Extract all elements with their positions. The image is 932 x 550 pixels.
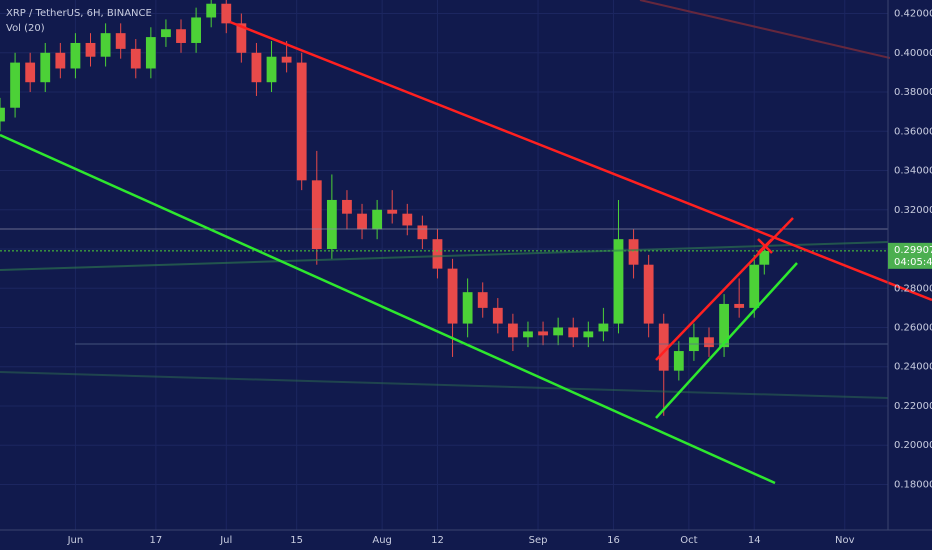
candle-body [387, 209, 398, 214]
candle-body [719, 303, 729, 348]
candle-body [10, 62, 20, 108]
candle-body [357, 213, 367, 230]
candle-body [266, 56, 277, 83]
candle-body [673, 351, 684, 371]
trend-line [0, 241, 889, 271]
candle-body [477, 292, 488, 308]
candle-body [759, 250, 770, 265]
candle-body [55, 52, 66, 69]
y-tick-label: 0.28000 [894, 283, 932, 294]
candle-body [447, 268, 458, 324]
candle-body [251, 52, 262, 83]
y-tick-label: 0.18000 [894, 479, 932, 490]
candle-body [462, 292, 473, 324]
cross-marker [757, 238, 773, 254]
channel-lower [655, 262, 798, 419]
candle-body [115, 33, 126, 49]
candle-body [221, 3, 232, 24]
y-tick-label: 0.24000 [894, 362, 932, 373]
candle-body [130, 48, 141, 69]
candle-body [372, 209, 383, 230]
chart-title: XRP / TetherUS, 6H, BINANCE [6, 8, 152, 19]
y-tick-label: 0.20000 [894, 440, 932, 451]
candle-body [643, 264, 654, 324]
candle-body [507, 323, 518, 338]
candle-body [538, 331, 548, 336]
last-price-label: 0.29907 [894, 245, 932, 256]
candle-body [326, 199, 337, 250]
candle-body [342, 199, 352, 214]
candle-body [0, 107, 5, 122]
y-tick-label: 0.26000 [894, 322, 932, 333]
candle-body [236, 23, 247, 53]
x-tick-label: Jul [219, 535, 232, 546]
trend-line [0, 371, 889, 399]
x-tick-label: Oct [680, 535, 697, 546]
candle-body [432, 239, 443, 269]
candle-body [206, 3, 217, 18]
candle-body [145, 37, 156, 69]
x-tick-label: Nov [835, 535, 855, 546]
candle-body [628, 239, 639, 265]
candle-body [40, 52, 51, 83]
candle-body [598, 323, 609, 332]
x-tick-label: 15 [290, 535, 303, 546]
candle-body [749, 264, 760, 308]
axes: 0.18000 0.20000 0.22000 0.24000 0.26000 0.280… [67, 9, 932, 546]
candle-body [658, 323, 669, 371]
candle-body [568, 327, 579, 338]
support-line [0, 133, 776, 485]
candle-body [734, 303, 745, 308]
candle-body [523, 331, 533, 338]
x-tick-label: Sep [529, 535, 548, 546]
y-tick-label: 0.34000 [894, 166, 932, 177]
candle-body [25, 62, 36, 83]
candle-body [492, 307, 503, 324]
candles [0, 0, 888, 416]
candle-body [311, 180, 322, 250]
candle-body [85, 42, 96, 57]
candle-body [70, 42, 81, 69]
candle-body [281, 56, 292, 63]
x-tick-label: 14 [748, 535, 761, 546]
y-tick-label: 0.36000 [894, 126, 932, 137]
x-tick-label: 16 [607, 535, 620, 546]
trend-line [639, 0, 891, 59]
y-tick-label: 0.38000 [894, 87, 932, 98]
x-tick-label: 12 [431, 535, 444, 546]
y-tick-label: 0.40000 [894, 48, 932, 59]
candle-body [100, 33, 111, 57]
candle-body [176, 29, 186, 43]
candle-body [296, 62, 307, 181]
countdown-label: 04:05:40 [894, 257, 932, 268]
candle-body [161, 29, 171, 38]
x-tick-label: Aug [372, 535, 392, 546]
y-tick-label: 0.32000 [894, 205, 932, 216]
x-tick-label: 17 [150, 535, 163, 546]
candle-body [191, 17, 202, 43]
candle-body [402, 213, 413, 226]
last-price-box [888, 242, 932, 269]
y-tick-label: 0.22000 [894, 401, 932, 412]
candle-body [704, 337, 714, 348]
volume-label: Vol (20) [6, 23, 45, 34]
y-tick-label: 0.42000 [894, 9, 932, 20]
x-tick-label: Jun [67, 535, 84, 546]
candle-body [553, 327, 564, 336]
candle-body [583, 331, 594, 338]
candle-body [417, 225, 428, 240]
resistance-line [229, 20, 932, 302]
drawings [0, 0, 932, 485]
candle-body [613, 239, 624, 324]
